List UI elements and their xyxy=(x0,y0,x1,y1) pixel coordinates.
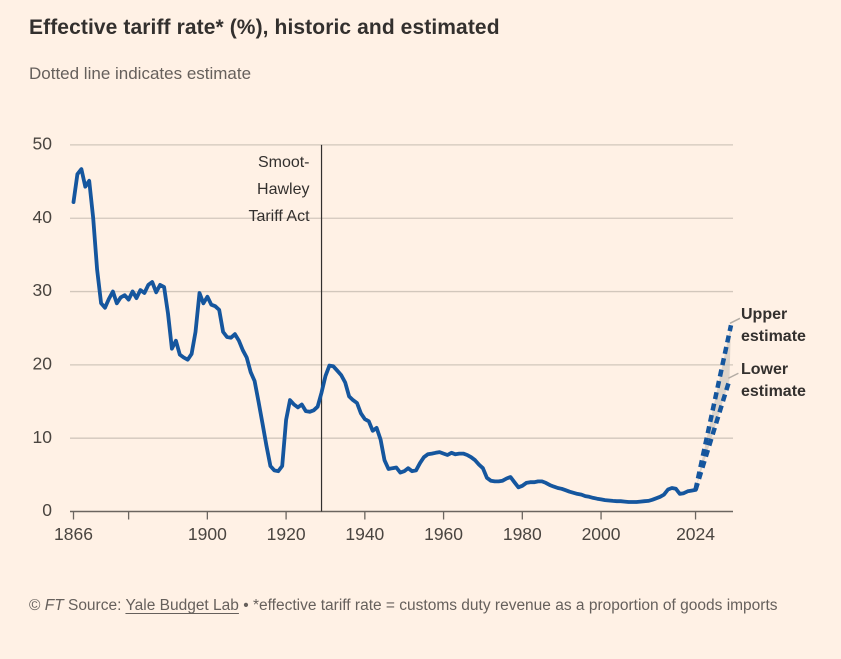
footnote-text: • *effective tariff rate = customs duty … xyxy=(238,597,778,614)
ft-logo-text: FT xyxy=(44,597,64,614)
copyright-text: © xyxy=(29,597,45,614)
x-tick-label-1920: 1920 xyxy=(267,524,306,544)
page-title: Effective tariff rate* (%), historic and… xyxy=(29,16,500,39)
x-tick-label-2024: 2024 xyxy=(676,524,715,544)
x-tick-label-2000: 2000 xyxy=(582,524,621,544)
y-tick-label-50: 50 xyxy=(33,134,53,154)
y-tick-label-10: 10 xyxy=(33,427,53,447)
upper-leader-tick xyxy=(729,317,741,324)
smoot-hawley-label-line-3: Tariff Act xyxy=(248,208,310,225)
historic-tariff-line xyxy=(71,167,698,504)
lower-estimate-label-line-1: Lower xyxy=(741,361,788,378)
smoot-hawley-label-line-1: Smoot- xyxy=(258,154,310,171)
x-tick-label-1960: 1960 xyxy=(424,524,463,544)
y-tick-label-40: 40 xyxy=(33,207,53,227)
x-tick-label-1866: 1866 xyxy=(54,524,93,544)
y-tick-label-20: 20 xyxy=(33,353,53,373)
y-tick-label-30: 30 xyxy=(33,280,53,300)
x-tick-label-1940: 1940 xyxy=(345,524,384,544)
upper-estimate-label-line-2: estimate xyxy=(741,328,806,345)
lower-estimate-line xyxy=(693,379,732,491)
chart-subtitle: Dotted line indicates estimate xyxy=(29,64,252,83)
y-tick-label-0: 0 xyxy=(42,500,52,520)
lower-estimate-label-line-2: estimate xyxy=(741,383,806,400)
x-tick-label-1980: 1980 xyxy=(503,524,542,544)
source-footer: © FT Source: Yale Budget Lab • *effectiv… xyxy=(29,595,804,617)
upper-estimate-label-line-1: Upper xyxy=(741,306,787,323)
x-tick-label-1900: 1900 xyxy=(188,524,227,544)
smoot-hawley-label-line-2: Hawley xyxy=(257,181,309,198)
upper-estimate-line xyxy=(693,324,734,491)
lower-leader-tick xyxy=(728,372,739,379)
source-label: Source: xyxy=(63,597,126,614)
source-link-yale-budget-lab[interactable]: Yale Budget Lab xyxy=(125,597,239,614)
